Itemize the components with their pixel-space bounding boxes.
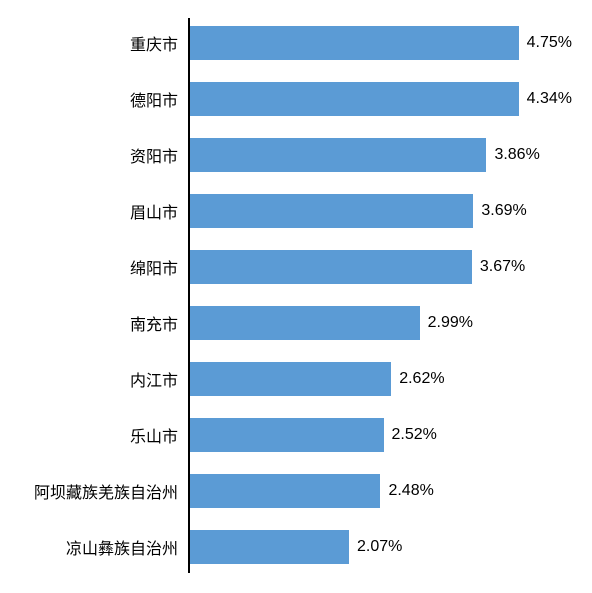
- bar-wrap: 4.75%: [188, 26, 572, 60]
- value-label: 3.67%: [480, 258, 525, 276]
- value-label: 2.48%: [388, 482, 433, 500]
- bar-row: 德阳市 4.34%: [20, 82, 572, 116]
- value-label: 3.86%: [494, 146, 539, 164]
- plot-area: 重庆市 4.75% 德阳市 4.34% 资阳市 3.86% 眉山市 3.69% 绵阳市 3.67%…: [20, 18, 572, 573]
- category-label: 乐山市: [20, 423, 188, 447]
- bar: [190, 530, 349, 564]
- value-label: 4.34%: [527, 90, 572, 108]
- bar-wrap: 3.67%: [188, 250, 572, 284]
- bar-row: 乐山市 2.52%: [20, 418, 572, 452]
- category-label: 眉山市: [20, 199, 188, 223]
- bar-row: 内江市 2.62%: [20, 362, 572, 396]
- category-label: 绵阳市: [20, 255, 188, 279]
- category-label: 凉山彝族自治州: [20, 535, 188, 559]
- category-label: 内江市: [20, 367, 188, 391]
- bar-row: 凉山彝族自治州 2.07%: [20, 530, 572, 564]
- bar: [190, 26, 519, 60]
- bar-row: 阿坝藏族羌族自治州 2.48%: [20, 474, 572, 508]
- bar-wrap: 2.52%: [188, 418, 572, 452]
- value-label: 2.52%: [392, 426, 437, 444]
- bar-wrap: 2.99%: [188, 306, 572, 340]
- bar-wrap: 4.34%: [188, 82, 572, 116]
- bar: [190, 250, 472, 284]
- value-label: 4.75%: [527, 34, 572, 52]
- bar: [190, 194, 473, 228]
- bar-row: 资阳市 3.86%: [20, 138, 572, 172]
- bar-row: 眉山市 3.69%: [20, 194, 572, 228]
- chart-container: 重庆市 4.75% 德阳市 4.34% 资阳市 3.86% 眉山市 3.69% 绵阳市 3.67%…: [0, 0, 592, 593]
- bar: [190, 418, 384, 452]
- bar-wrap: 2.07%: [188, 530, 572, 564]
- bar-wrap: 3.69%: [188, 194, 572, 228]
- category-label: 重庆市: [20, 31, 188, 55]
- value-label: 3.69%: [481, 202, 526, 220]
- bar-row: 重庆市 4.75%: [20, 26, 572, 60]
- value-label: 2.99%: [428, 314, 473, 332]
- value-label: 2.07%: [357, 538, 402, 556]
- bar-wrap: 3.86%: [188, 138, 572, 172]
- bar: [190, 362, 391, 396]
- bar-row: 南充市 2.99%: [20, 306, 572, 340]
- category-label: 德阳市: [20, 87, 188, 111]
- category-label: 阿坝藏族羌族自治州: [20, 479, 188, 503]
- bar-row: 绵阳市 3.67%: [20, 250, 572, 284]
- category-label: 南充市: [20, 311, 188, 335]
- bar: [190, 82, 519, 116]
- bar: [190, 306, 420, 340]
- bar: [190, 138, 486, 172]
- bar: [190, 474, 380, 508]
- category-label: 资阳市: [20, 143, 188, 167]
- bar-wrap: 2.48%: [188, 474, 572, 508]
- bar-wrap: 2.62%: [188, 362, 572, 396]
- value-label: 2.62%: [399, 370, 444, 388]
